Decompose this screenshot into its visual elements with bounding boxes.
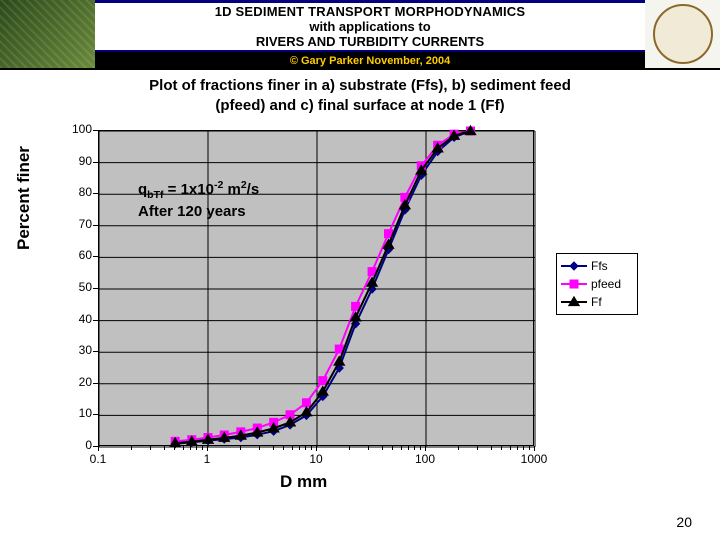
chart-title-line1: Plot of fractions finer in a) substrate … (149, 77, 571, 94)
header-line2: with applications to (309, 19, 430, 34)
x-minor-tick (305, 446, 306, 450)
x-minor-tick (392, 446, 393, 450)
y-tick-label: 100 (72, 122, 92, 136)
legend-label: Ff (591, 295, 602, 309)
page-number: 20 (676, 514, 692, 530)
y-tick-label: 80 (79, 185, 92, 199)
y-tick-label: 70 (79, 217, 92, 231)
x-minor-tick (202, 446, 203, 450)
x-minor-tick (183, 446, 184, 450)
x-axis-label: D mm (280, 472, 327, 492)
legend-item: Ffs (561, 257, 633, 275)
y-tick-label: 50 (79, 280, 92, 294)
x-minor-tick (292, 446, 293, 450)
x-minor-tick (299, 446, 300, 450)
header-rule (0, 68, 720, 70)
x-tick-mark (98, 446, 99, 451)
y-tick-label: 60 (79, 248, 92, 262)
x-minor-tick (259, 446, 260, 450)
x-tick-label: 10 (296, 452, 336, 466)
header-line3: RIVERS AND TURBIDITY CURRENTS (256, 34, 484, 49)
y-tick-mark (93, 130, 98, 131)
x-minor-tick (420, 446, 421, 450)
y-tick-mark (93, 256, 98, 257)
x-tick-mark (316, 446, 317, 451)
y-tick-mark (93, 225, 98, 226)
x-minor-tick (501, 446, 502, 450)
chart-title: Plot of fractions finer in a) substrate … (0, 76, 720, 115)
x-minor-tick (131, 446, 132, 450)
x-minor-tick (408, 446, 409, 450)
header-left-image (0, 0, 95, 68)
x-minor-tick (529, 446, 530, 450)
x-minor-tick (491, 446, 492, 450)
x-minor-tick (368, 446, 369, 450)
x-tick-label: 100 (405, 452, 445, 466)
x-minor-tick (517, 446, 518, 450)
legend-label: pfeed (591, 277, 621, 291)
x-minor-tick (273, 446, 274, 450)
y-tick-mark (93, 351, 98, 352)
x-minor-tick (401, 446, 402, 450)
x-minor-tick (174, 446, 175, 450)
y-tick-mark (93, 288, 98, 289)
y-axis-label: Percent finer (14, 146, 34, 250)
x-minor-tick (240, 446, 241, 450)
chart-annotation: qbTf = 1x10-2 m2/s After 120 years (138, 178, 259, 222)
y-tick-label: 30 (79, 343, 92, 357)
y-tick-label: 0 (85, 438, 92, 452)
header-title-block: 1D SEDIMENT TRANSPORT MORPHODYNAMICS wit… (95, 0, 645, 50)
x-minor-tick (523, 446, 524, 450)
x-tick-mark (425, 446, 426, 451)
x-minor-tick (382, 446, 383, 450)
y-tick-label: 20 (79, 375, 92, 389)
x-minor-tick (164, 446, 165, 450)
legend-label: Ffs (591, 259, 608, 273)
y-tick-mark (93, 414, 98, 415)
legend-item: pfeed (561, 275, 633, 293)
x-minor-tick (311, 446, 312, 450)
x-tick-mark (534, 446, 535, 451)
legend: Ffs pfeed Ff (556, 253, 638, 315)
x-tick-label: 0.1 (78, 452, 118, 466)
y-tick-mark (93, 193, 98, 194)
x-minor-tick (196, 446, 197, 450)
x-minor-tick (414, 446, 415, 450)
header-right-logo (645, 0, 720, 68)
x-minor-tick (190, 446, 191, 450)
x-tick-label: 1000 (514, 452, 554, 466)
chart-title-line2: (pfeed) and c) final surface at node 1 (… (215, 97, 504, 114)
y-tick-mark (93, 320, 98, 321)
y-tick-label: 90 (79, 154, 92, 168)
slide-header: 1D SEDIMENT TRANSPORT MORPHODYNAMICS wit… (0, 0, 720, 68)
y-tick-mark (93, 383, 98, 384)
legend-item: Ff (561, 293, 633, 311)
y-tick-label: 40 (79, 312, 92, 326)
y-tick-mark (93, 162, 98, 163)
x-minor-tick (458, 446, 459, 450)
x-minor-tick (477, 446, 478, 450)
x-minor-tick (349, 446, 350, 450)
x-tick-label: 1 (187, 452, 227, 466)
x-minor-tick (510, 446, 511, 450)
header-copyright: © Gary Parker November, 2004 (95, 50, 645, 68)
x-tick-mark (207, 446, 208, 451)
x-minor-tick (150, 446, 151, 450)
header-line1: 1D SEDIMENT TRANSPORT MORPHODYNAMICS (215, 4, 526, 19)
x-minor-tick (283, 446, 284, 450)
y-tick-label: 10 (79, 406, 92, 420)
